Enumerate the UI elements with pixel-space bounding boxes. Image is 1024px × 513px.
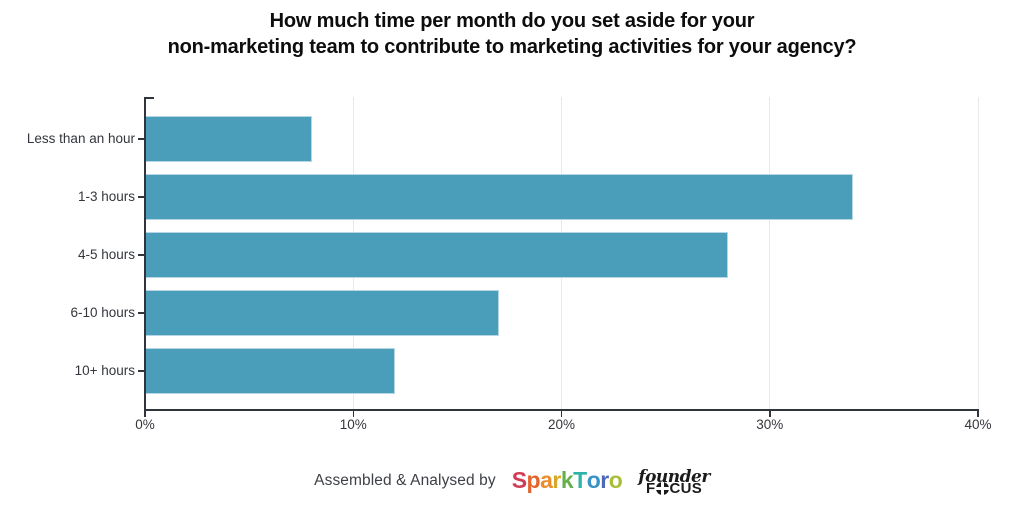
founderfocus-caps-prefix: F — [646, 479, 656, 497]
gridline-40% — [977, 97, 979, 409]
x-axis-label: 40% — [964, 417, 992, 432]
sparktoro-letter-2: a — [540, 466, 553, 493]
credit-text: Assembled & Analysed by — [314, 472, 496, 489]
x-tick-40% — [977, 410, 979, 417]
x-axis-label: 0% — [135, 417, 155, 432]
bar-less-than-an-hour — [145, 116, 312, 162]
y-axis-label: 6-10 hours — [70, 305, 135, 320]
y-axis-label: 4-5 hours — [77, 247, 135, 262]
x-tick-30% — [769, 410, 771, 417]
sparktoro-letter-4: k — [560, 466, 574, 493]
y-axis-label: 10+ hours — [74, 363, 135, 378]
plot-area — [138, 97, 979, 417]
chart-title-line2: non-marketing team to contribute to mark… — [167, 36, 857, 58]
gear-o-icon — [655, 481, 669, 495]
bar-4-5-hours — [145, 232, 729, 278]
sparktoro-letter-8: o — [608, 466, 623, 493]
sparktoro-letter-6: o — [586, 466, 601, 493]
sparktoro-letter-0: S — [511, 466, 527, 493]
chart-title: How much time per month do you set aside… — [0, 8, 1024, 60]
y-axis-top-cap — [144, 97, 154, 99]
sparktoro-letter-1: p — [526, 466, 541, 493]
founderfocus-caps-suffix: CUS — [669, 479, 703, 497]
y-tick-4 — [138, 370, 144, 372]
x-axis-label: 10% — [339, 417, 367, 432]
chart-title-line1: How much time per month do you set aside… — [269, 10, 755, 32]
bar-6-10-hours — [145, 290, 500, 336]
x-tick-20% — [560, 410, 563, 417]
sparktoro-letter-3: r — [552, 466, 561, 493]
founderfocus-logo: founder F CUS — [638, 466, 710, 496]
bar-1-3-hours — [145, 174, 854, 220]
x-axis-label: 30% — [756, 417, 784, 432]
y-axis-label: 1-3 hours — [77, 189, 135, 204]
founderfocus-script-text: founder — [638, 466, 710, 487]
x-axis-label: 20% — [547, 417, 576, 432]
x-axis-line — [144, 409, 979, 411]
sparktoro-letter-7: r — [600, 466, 609, 493]
y-axis-label: Less than an hour — [26, 131, 135, 146]
founderfocus-caps-text: F CUS — [646, 481, 702, 496]
y-tick-2 — [138, 254, 144, 256]
y-tick-0 — [138, 138, 144, 140]
x-tick-0% — [144, 410, 146, 417]
y-axis-line — [144, 97, 146, 409]
bar-10-hours — [145, 348, 395, 394]
x-tick-10% — [352, 410, 354, 417]
y-tick-3 — [138, 312, 144, 314]
gridline-30% — [769, 97, 771, 409]
y-tick-1 — [138, 196, 144, 198]
sparktoro-letter-5: T — [573, 466, 587, 493]
